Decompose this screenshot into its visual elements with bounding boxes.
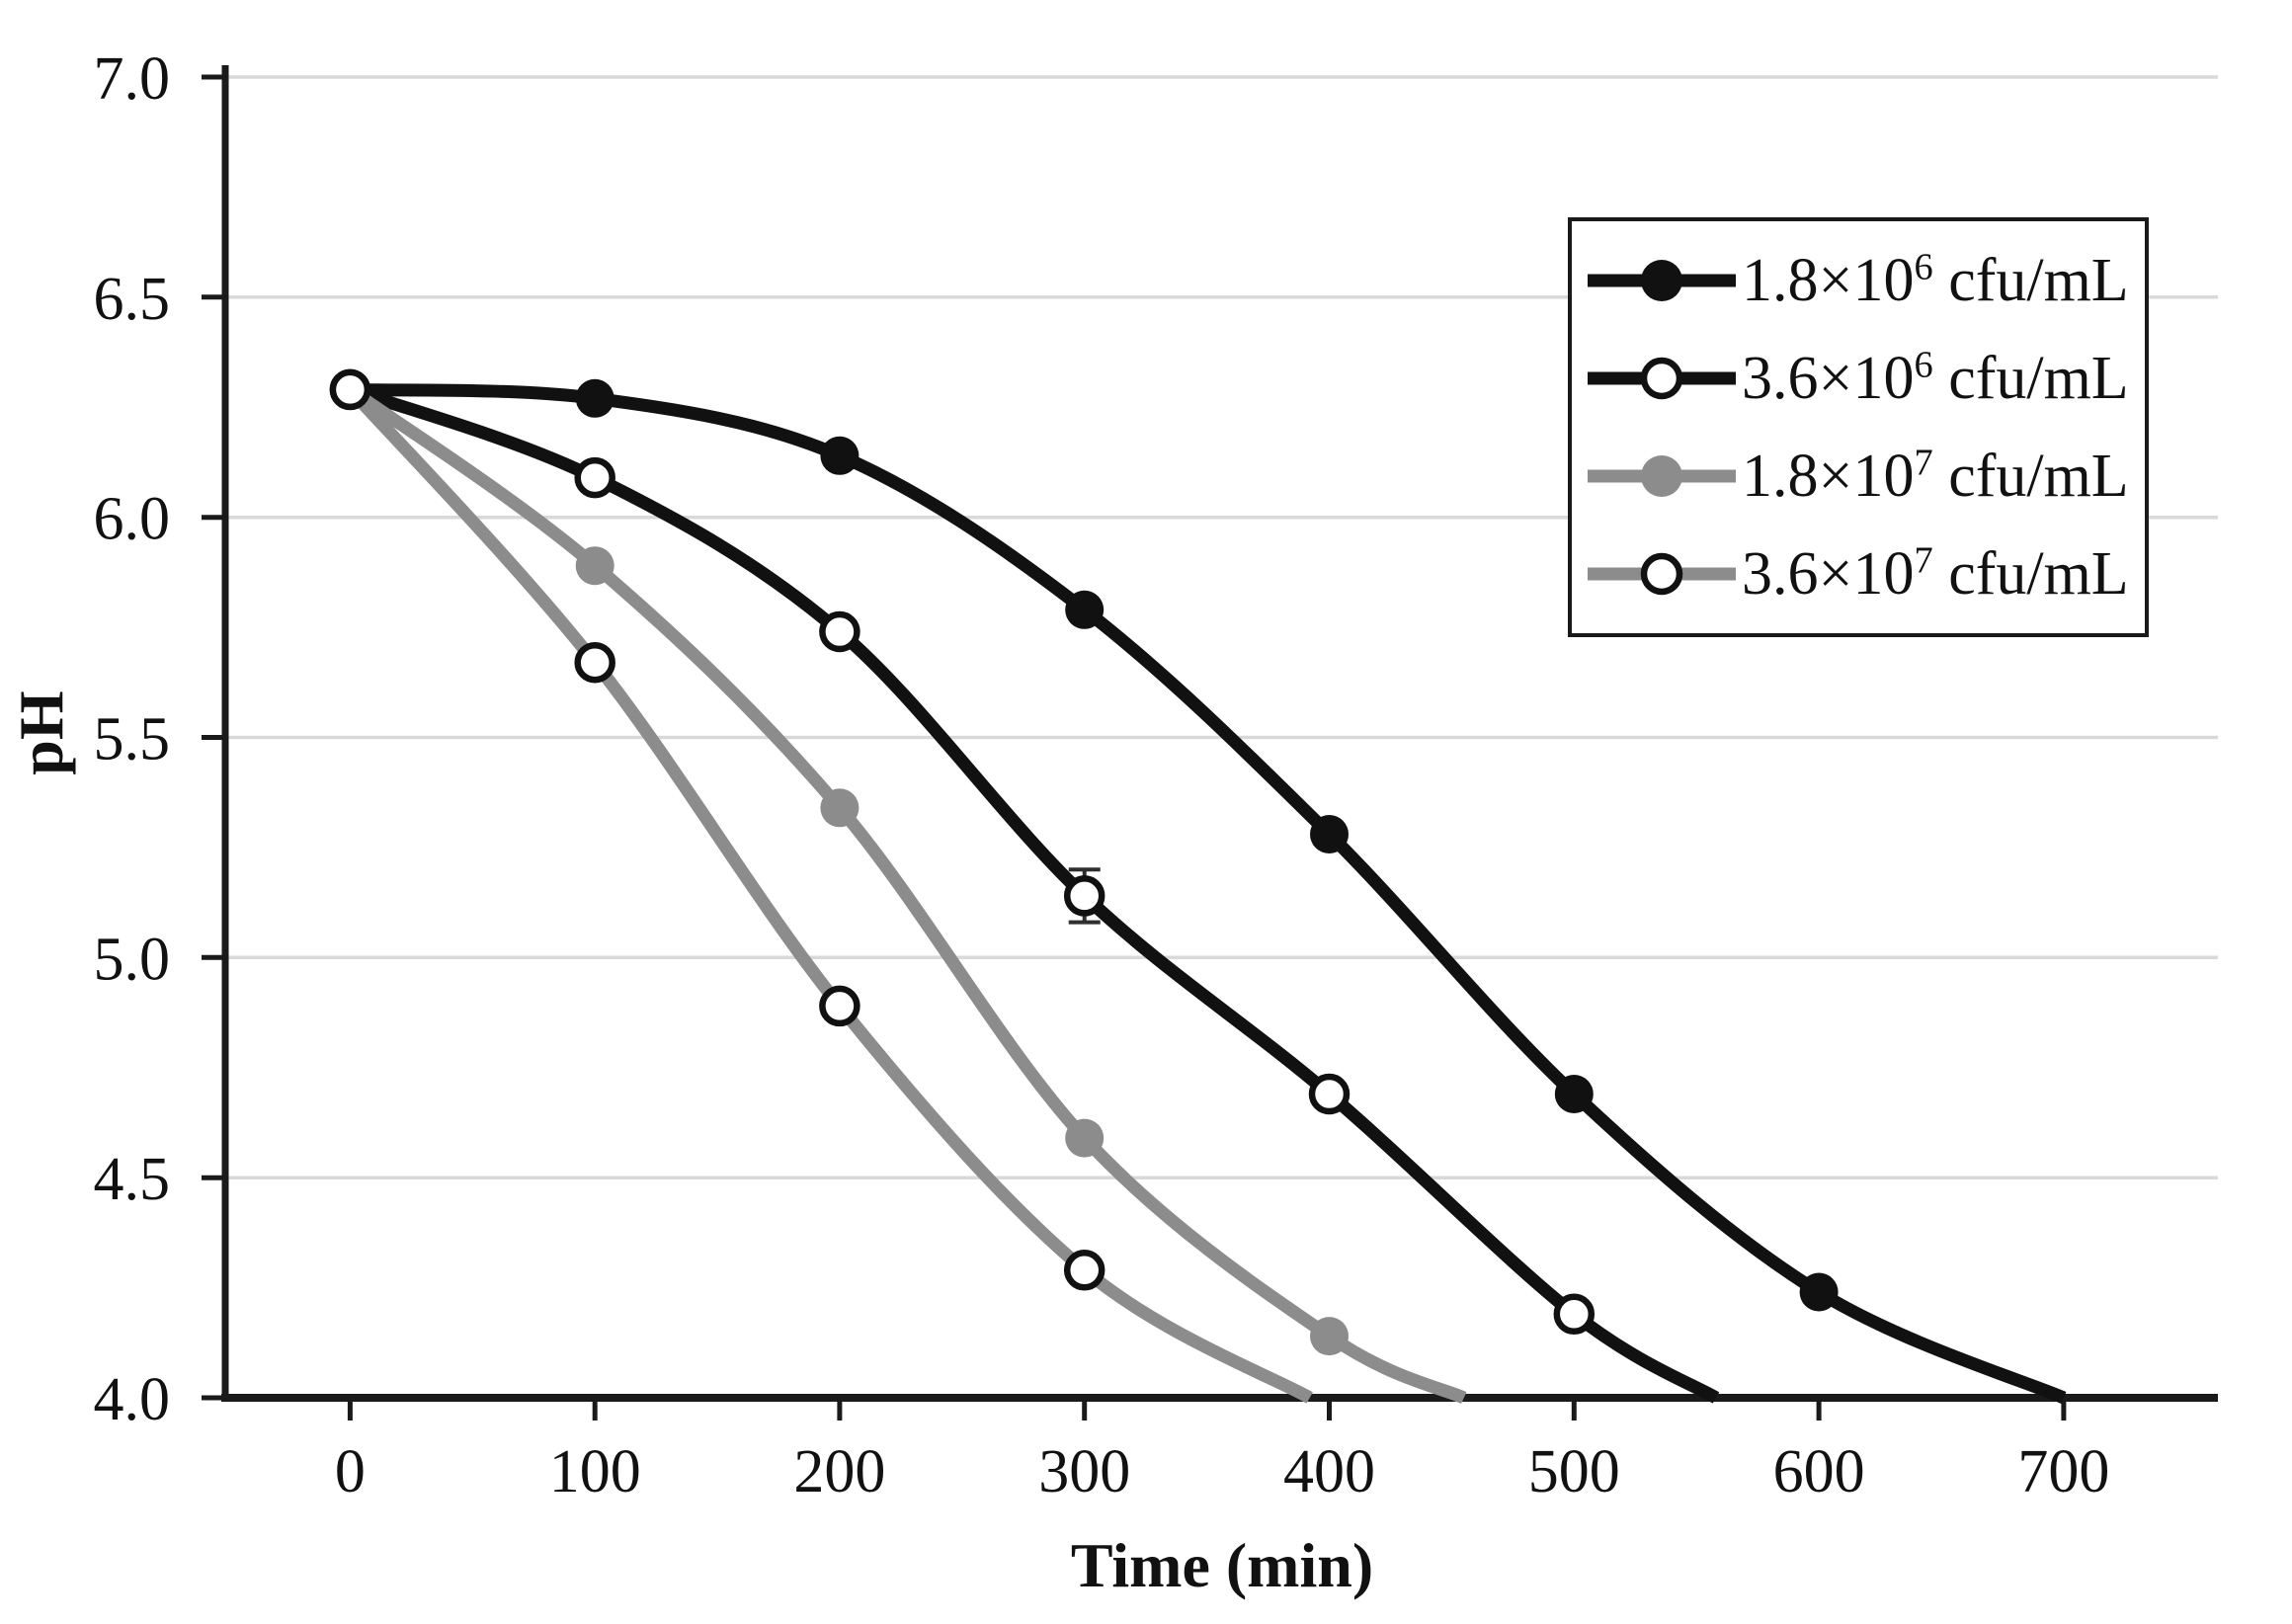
legend-label: 3.6×106 cfu/mL xyxy=(1742,344,2129,412)
legend-line-sample xyxy=(1588,259,1736,301)
y-tick-label: 6.5 xyxy=(94,266,171,333)
y-tick-label: 4.5 xyxy=(94,1146,171,1213)
legend-label: 1.8×107 cfu/mL xyxy=(1742,442,2129,511)
gridlines xyxy=(225,75,2218,1179)
data-point-marker xyxy=(1310,1317,1349,1356)
series-line-1 xyxy=(350,382,2067,1404)
data-point-marker xyxy=(1065,1118,1105,1158)
x-tick-label: 100 xyxy=(549,1438,641,1505)
y-tick-label: 5.5 xyxy=(94,706,171,773)
open-circle-marker-icon xyxy=(1640,357,1683,400)
legend-item: 3.6×106 cfu/mL xyxy=(1588,344,2139,412)
x-tick-label: 500 xyxy=(1528,1438,1620,1505)
x-tick-label: 0 xyxy=(335,1438,366,1505)
legend-label: 1.8×106 cfu/mL xyxy=(1742,245,2129,314)
legend-label: 3.6×107 cfu/mL xyxy=(1742,539,2129,609)
open-circle-marker-icon xyxy=(1640,553,1683,596)
data-point-marker xyxy=(1063,1250,1105,1291)
data-point-marker xyxy=(574,456,615,499)
data-point-marker xyxy=(1553,1293,1596,1336)
data-point-marker xyxy=(574,641,615,684)
legend-line-sample xyxy=(1588,553,1736,596)
x-tick-label: 200 xyxy=(793,1438,885,1505)
legend-item: 1.8×107 cfu/mL xyxy=(1588,442,2139,511)
data-point-marker xyxy=(1310,815,1349,853)
y-tick-label: 7.0 xyxy=(94,45,171,113)
data-point-marker xyxy=(1799,1272,1839,1312)
legend-line-sample xyxy=(1588,455,1736,498)
data-point-marker xyxy=(819,610,860,653)
data-point-marker xyxy=(575,378,614,418)
data-point-marker xyxy=(575,546,614,586)
x-tick-label: 700 xyxy=(2017,1438,2109,1505)
data-point-marker xyxy=(1554,1075,1594,1113)
x-axis-title: Time (min) xyxy=(1070,1530,1374,1600)
legend: 1.8×106 cfu/mL 3.6×106 cfu/mL 1.8×107 cfu/… xyxy=(1568,217,2149,637)
y-tick-label: 5.0 xyxy=(94,926,171,993)
legend-line-sample xyxy=(1588,357,1736,400)
series-markers xyxy=(329,368,1839,1356)
y-tick-label: 4.0 xyxy=(94,1366,171,1433)
axis-ticks: 7.0 6.5 6.0 5.5 5.0 4.5 4.0 0 100 200 300 400 500 600… xyxy=(94,45,2110,1505)
data-point-marker xyxy=(329,368,371,411)
data-point-marker xyxy=(820,436,860,475)
data-point-marker xyxy=(1063,875,1105,917)
legend-item: 1.8×106 cfu/mL xyxy=(1588,245,2139,314)
y-axis-title: pH xyxy=(6,690,76,775)
legend-item: 3.6×107 cfu/mL xyxy=(1588,539,2139,609)
filled-circle-marker-icon xyxy=(1641,259,1682,301)
series-line-4 xyxy=(345,385,1313,1404)
data-point-marker xyxy=(820,788,860,828)
data-point-marker xyxy=(819,985,860,1027)
x-tick-label: 600 xyxy=(1773,1438,1865,1505)
x-tick-label: 400 xyxy=(1283,1438,1375,1505)
x-tick-label: 300 xyxy=(1038,1438,1130,1505)
filled-circle-marker-icon xyxy=(1641,455,1682,498)
data-point-marker xyxy=(1065,590,1105,629)
series-line-3 xyxy=(346,384,1467,1404)
y-tick-label: 6.0 xyxy=(94,486,171,553)
data-point-marker xyxy=(1308,1073,1351,1115)
